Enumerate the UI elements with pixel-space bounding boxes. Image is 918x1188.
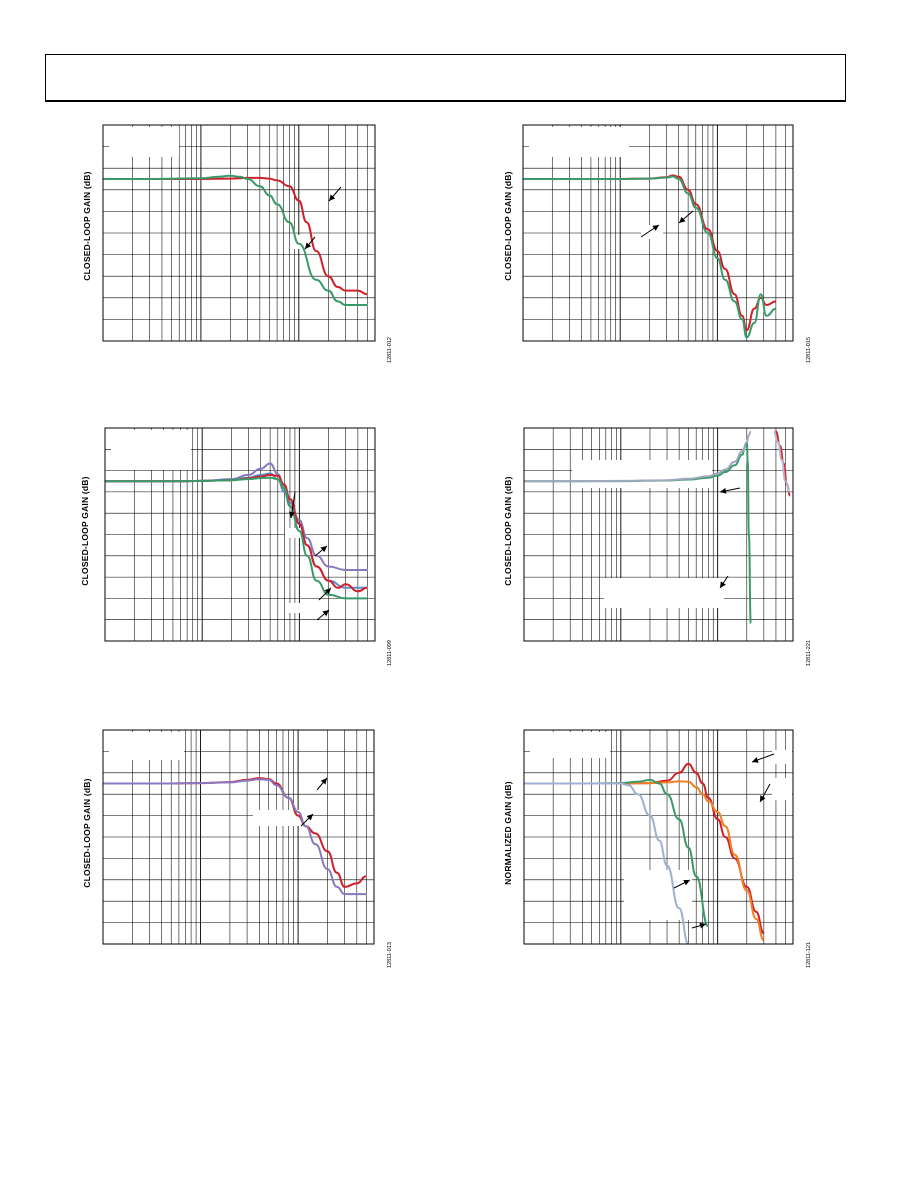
annotation-arrow [318, 587, 332, 601]
y-axis-label: CLOSED-LOOP GAIN (dB) [82, 171, 92, 281]
series-line-1 [103, 176, 368, 296]
series-line-2 [103, 778, 367, 896]
legend-box [530, 732, 610, 758]
annotation-arrow [316, 777, 328, 791]
page-header-box [45, 54, 846, 102]
legend-box [109, 127, 179, 157]
legend-box [772, 778, 792, 800]
figure-id: 12811-121 [805, 942, 812, 968]
series-line-4 [524, 782, 690, 944]
plot-frame [522, 124, 794, 342]
grid [523, 427, 794, 642]
annotation-arrow [304, 236, 316, 250]
chart-panel-p6: NORMALIZED GAIN (dB) 12811-121 [476, 720, 826, 980]
legend-box [772, 750, 792, 764]
series-line-3 [105, 473, 368, 593]
annotation-arrow [719, 575, 729, 589]
chart-panel-p4: CLOSED-LOOP GAIN (dB) 12811-221 [476, 418, 826, 678]
figure-id: 12811-015 [805, 337, 812, 363]
figure-id: 12811-013 [386, 942, 393, 968]
chart-plot [523, 427, 794, 642]
legend-box [253, 810, 308, 826]
legend-box [604, 578, 724, 608]
annotation-arrow [316, 609, 330, 621]
annotation-arrow [751, 753, 775, 763]
plot-frame [104, 427, 376, 642]
legend-box [572, 460, 712, 488]
plot-frame [523, 729, 794, 945]
chart-plot [104, 427, 376, 642]
y-axis-label: CLOSED-LOOP GAIN (dB) [80, 476, 90, 586]
legend-box [109, 732, 184, 760]
chart-panel-p3: CLOSED-LOOP GAIN (dB) 12811-099 [55, 418, 405, 678]
annotation-arrow [719, 487, 741, 494]
plot-frame [102, 124, 376, 342]
y-axis-label: NORMALIZED GAIN (dB) [503, 781, 513, 885]
chart-plot [522, 124, 794, 342]
annotation-arrow [328, 186, 342, 202]
grid [102, 729, 375, 945]
legend-box [285, 603, 305, 613]
annotation-arrow [673, 879, 691, 889]
series-line-2 [524, 430, 752, 483]
figure-id: 12811-012 [386, 337, 393, 363]
annotation-arrow [288, 491, 296, 519]
figure-id: 12811-221 [805, 640, 812, 666]
plot-frame [523, 427, 794, 642]
chart-panel-p2: CLOSED-LOOP GAIN (dB) 12811-015 [476, 115, 826, 375]
annotation-arrow [640, 224, 660, 238]
series-line-2 [523, 175, 777, 339]
legend-box [641, 225, 663, 239]
chart-panel-p1: CLOSED-LOOP GAIN (dB) 12811-012 [55, 115, 405, 375]
annotation-arrow [314, 545, 328, 557]
series-line-4 [773, 430, 791, 493]
series-line-2 [103, 174, 368, 306]
legend-box [285, 528, 305, 538]
plot-frame [102, 729, 375, 945]
y-axis-label: CLOSED-LOOP GAIN (dB) [82, 778, 92, 888]
chart-plot [523, 729, 794, 945]
chart-panel-p5: CLOSED-LOOP GAIN (dB) 12811-013 [55, 720, 405, 980]
annotation-arrow [759, 783, 771, 803]
chart-plot [102, 729, 375, 945]
series-line-4 [105, 476, 368, 600]
legend-box [529, 127, 629, 157]
figure-id: 12811-099 [386, 640, 393, 666]
annotation-arrow [691, 922, 707, 929]
y-axis-label: CLOSED-LOOP GAIN (dB) [503, 171, 513, 281]
series-line-2 [524, 780, 765, 942]
annotation-arrow [300, 813, 314, 827]
legend-box [111, 430, 191, 470]
chart-plot [102, 124, 376, 342]
y-axis-label: CLOSED-LOOP GAIN (dB) [503, 476, 513, 586]
annotation-arrow [678, 210, 694, 224]
series-line-2 [105, 472, 368, 589]
grid [102, 124, 376, 342]
